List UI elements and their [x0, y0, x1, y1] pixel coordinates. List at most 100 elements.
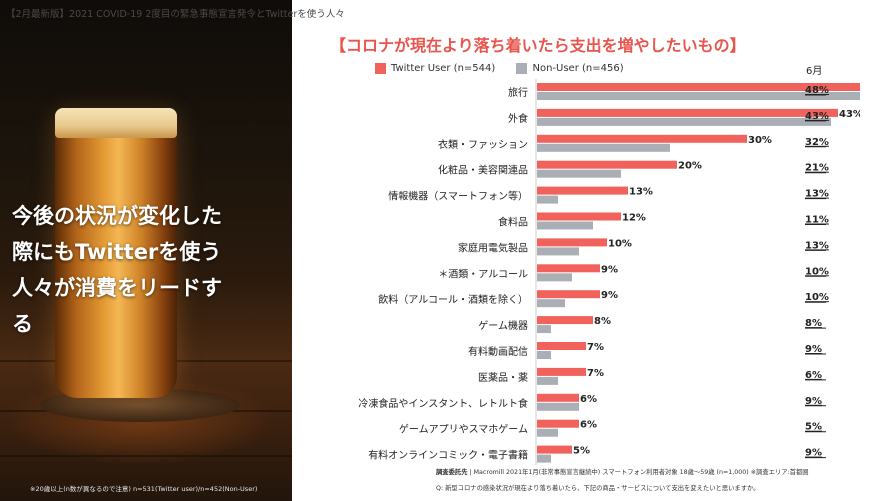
twitter-value-label: 8% [594, 316, 611, 327]
background-photo [0, 0, 292, 501]
bar-chart: 旅行57%48%外食43%43%衣類・ファッション30%32%化粧品・美容関連品… [300, 75, 894, 473]
june-value: 9% [805, 344, 822, 355]
header-title: 2021 COVID-19 2度目の緊急事態宣言発令とTwitterを使う人々 [69, 9, 345, 20]
june-value: 6% [805, 370, 822, 381]
june-value: 48% [805, 85, 829, 96]
headline-line: る [12, 312, 33, 336]
twitter-value-label: 20% [678, 161, 702, 172]
non-user-bar [537, 325, 551, 334]
june-value: 5% [805, 422, 822, 433]
twitter-value-label: 43% [839, 109, 860, 120]
non-user-bar [537, 195, 558, 204]
june-value: 10% [805, 266, 829, 277]
twitter-bar [537, 160, 677, 169]
sample-footnote: ※20歳以上(n数が異なるので注意) n=531(Twitter user)/n… [30, 485, 258, 493]
category-label: ゲームアプリやスマホゲーム [399, 424, 528, 436]
non-user-bar [537, 402, 579, 411]
twitter-bar [537, 419, 579, 428]
category-label: 家庭用電気製品 [458, 241, 528, 254]
category-label: 有料オンラインコミック・電子書籍 [368, 449, 528, 462]
header-tag: 【2月最新版】 [6, 9, 70, 20]
non-user-bar [537, 351, 551, 359]
non-user-bar [537, 273, 572, 282]
non-user-bar [537, 454, 551, 463]
non-user-bar [537, 92, 880, 100]
june-value: 13% [805, 240, 829, 251]
twitter-value-label: 7% [587, 368, 604, 379]
category-label: ＊酒類・アルコール [438, 268, 528, 280]
category-label: 衣類・ファッション [438, 138, 528, 151]
non-user-bar [537, 169, 621, 178]
twitter-value-label: 9% [601, 290, 618, 301]
non-user-bar [537, 221, 593, 230]
credit-label: 調査委託先 [436, 469, 468, 476]
category-label: 旅行 [508, 86, 528, 99]
headline-line: 人々が消費をリードす [12, 276, 222, 300]
non-user-bar [537, 428, 558, 437]
twitter-bar [537, 186, 628, 195]
twitter-bar [537, 290, 600, 299]
category-label: ゲーム機器 [478, 319, 528, 332]
june-value: 21% [805, 163, 829, 174]
twitter-value-label: 6% [580, 420, 597, 431]
non-user-bar [537, 376, 558, 385]
category-label: 飲料（アルコール・酒類を除く） [378, 293, 528, 306]
twitter-bar [537, 342, 586, 350]
twitter-bar [537, 445, 572, 454]
category-label: 冷凍食品やインスタント、レトルト食 [358, 397, 528, 410]
legend-swatch-non-user [516, 63, 528, 74]
category-label: 化粧品・美容関連品 [438, 164, 528, 177]
june-value: 32% [805, 137, 829, 148]
june-value: 43% [805, 111, 829, 122]
twitter-value-label: 9% [601, 264, 618, 275]
non-user-bar [537, 247, 579, 256]
june-column-header: 6月 [806, 66, 823, 77]
beer-glass-image [55, 112, 177, 398]
category-label: 医薬品・薬 [478, 372, 528, 384]
headline-line: 際にもTwitterを使う [12, 240, 222, 264]
category-label: 食料品 [498, 216, 528, 229]
june-value: 8% [805, 318, 822, 329]
page-header: 【2月最新版】2021 COVID-19 2度目の緊急事態宣言発令とTwitte… [6, 6, 345, 20]
bar-chart-svg: 旅行57%48%外食43%43%衣類・ファッション30%32%化粧品・美容関連品… [358, 79, 894, 473]
twitter-bar [537, 108, 838, 117]
june-value: 10% [805, 292, 829, 303]
beer-foam-image [55, 108, 177, 138]
headline: 今後の状況が変化した 際にもTwitterを使う 人々が消費をリードす る [12, 198, 282, 342]
twitter-value-label: 10% [608, 238, 632, 249]
twitter-bar [537, 367, 586, 376]
non-user-bar [537, 143, 670, 152]
chart-legend: Twitter User (n=544) Non-User (n=456) [375, 63, 642, 77]
category-label: 外食 [508, 112, 528, 125]
credit-text: | Macromill 2021年1月(非常事態宣言継続中) スマートフォン利用… [467, 469, 809, 476]
non-user-bar [537, 299, 565, 308]
june-value: 9% [805, 448, 822, 459]
wood-grain [0, 455, 292, 457]
june-value: 9% [805, 396, 822, 407]
legend-item-twitter: Twitter User (n=544) [375, 63, 495, 74]
twitter-bar [537, 238, 607, 247]
twitter-bar [537, 83, 894, 91]
twitter-bar [537, 134, 747, 143]
june-value: 13% [805, 189, 829, 200]
twitter-value-label: 6% [580, 394, 597, 405]
survey-question: Q: 新型コロナの感染状況が現在より落ち着いたら、下記の商品・サービスについて支… [436, 485, 760, 492]
legend-swatch-twitter [375, 63, 386, 74]
twitter-bar [537, 393, 579, 402]
legend-label-non-user: Non-User (n=456) [532, 63, 624, 74]
legend-item-non-user: Non-User (n=456) [516, 63, 624, 74]
chart-title: 【コロナが現在より落ち着いたら支出を増やしたいもの】 [330, 36, 746, 55]
category-label: 情報機器（スマートフォン等） [388, 190, 528, 203]
headline-line: 今後の状況が変化した [12, 204, 222, 228]
survey-credit: 調査委託先 | Macromill 2021年1月(非常事態宣言継続中) スマー… [436, 467, 809, 476]
twitter-bar [537, 264, 600, 273]
non-user-bar [537, 117, 831, 126]
twitter-value-label: 30% [748, 135, 772, 146]
category-label: 有料動画配信 [468, 345, 528, 358]
twitter-bar [537, 212, 621, 221]
twitter-value-label: 13% [629, 187, 653, 198]
june-value: 11% [805, 215, 829, 226]
twitter-value-label: 5% [573, 446, 590, 457]
twitter-value-label: 7% [587, 342, 604, 353]
twitter-value-label: 12% [622, 213, 646, 224]
